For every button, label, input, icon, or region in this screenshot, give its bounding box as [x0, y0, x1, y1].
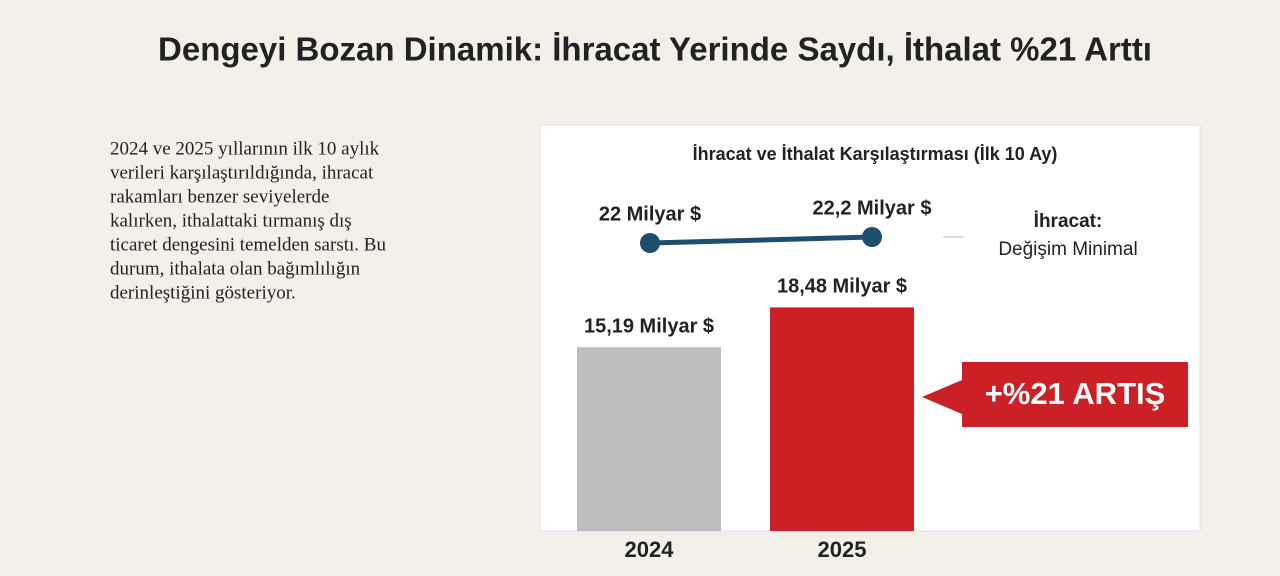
- callout: [922, 362, 1188, 427]
- line-point: [640, 233, 660, 253]
- paragraph-line: ticaret dengesini temelden sarstı. Bu: [110, 234, 386, 255]
- paragraph-line: rakamları benzer seviyelerde: [110, 186, 329, 207]
- paragraph-line: verileri karşılaştırıldığında, ihracat: [110, 162, 374, 183]
- paragraph-line: kalırken, ithalattaki tırmanış dış: [110, 210, 352, 231]
- line: [649, 234, 873, 246]
- paragraph-line: durum, ithalata olan bağımlılığın: [110, 258, 361, 279]
- value-label: 18,48 Milyar $: [777, 276, 907, 298]
- paragraph-line: derinleştiğini gösteriyor.: [110, 282, 296, 303]
- value-label: 22,2 Milyar $: [813, 197, 932, 219]
- annotation: Değişim Minimal: [998, 239, 1137, 260]
- headline: Dengeyi Bozan Dinamik: İhracat Yerinde S…: [158, 31, 1152, 68]
- annotation: İhracat:: [1034, 211, 1103, 232]
- value-label: 22 Milyar $: [599, 203, 701, 225]
- x-tick-label: 2024: [625, 537, 675, 562]
- callout-text: +%21 ARTIŞ: [985, 376, 1166, 411]
- line-point: [862, 227, 882, 247]
- value-label: 15,19 Milyar $: [584, 315, 714, 337]
- bar: [770, 307, 914, 531]
- bar: [577, 347, 721, 531]
- x-tick-label: 2025: [818, 537, 867, 562]
- chart-title: İhracat ve İthalat Karşılaştırması (İlk …: [693, 144, 1058, 164]
- paragraph-line: 2024 ve 2025 yıllarının ilk 10 aylık: [110, 138, 380, 159]
